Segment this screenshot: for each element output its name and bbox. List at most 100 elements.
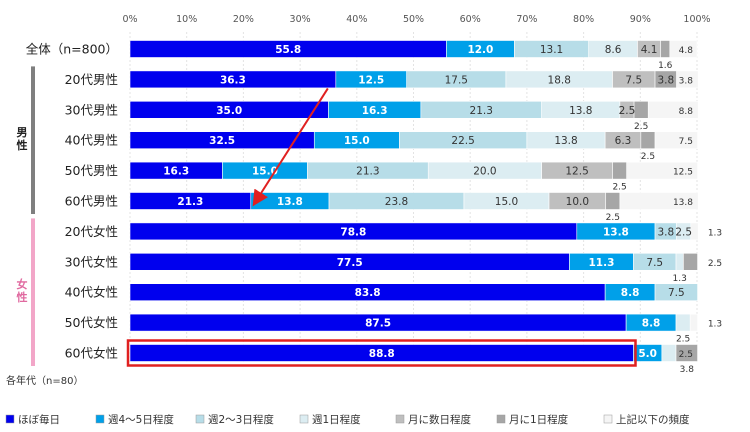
group-bracket: [31, 66, 35, 215]
x-axis-ticks: 0% 10% 20% 30% 40% 50% 60% 70% 80% 90% 100%: [122, 14, 710, 25]
x-tick-label: 50%: [403, 14, 424, 25]
value-labels: 55.8 12.0 13.1 8.6 4.11.6 4.8 36.3 12.5 17.5 18.8…: [163, 44, 722, 375]
value-label: 16.3: [163, 166, 189, 178]
bar-segment: [654, 283, 698, 302]
value-label: 18.8: [548, 74, 571, 86]
legend: ほぼ毎日 週4～5日程度 週2～3日程度 週1日程度 月に数日程度 月に1日程度 上記以下の…: [5, 413, 690, 426]
row-label: 60代女性: [65, 346, 118, 361]
value-label: 23.8: [385, 196, 408, 208]
value-label: 78.8: [340, 226, 366, 238]
value-label: 12.5: [673, 168, 693, 178]
value-label: 13.8: [277, 196, 303, 208]
group-label: 男: [17, 126, 28, 139]
group-label: 女: [17, 277, 28, 291]
value-label: 15.0: [495, 196, 518, 208]
value-label: 36.3: [220, 74, 246, 86]
bar-segment: [619, 192, 699, 210]
row-label: 全体（n=800）: [26, 42, 118, 57]
value-label: 2.5: [679, 350, 693, 360]
value-label: 1.6: [658, 61, 673, 71]
value-label: 2.5: [606, 213, 620, 223]
bar-segment: [660, 40, 671, 58]
value-label: 7.5: [679, 137, 693, 147]
row-label: 30代男性: [65, 102, 118, 117]
value-label: 8.8: [621, 287, 640, 299]
bar-segment: [689, 313, 698, 332]
value-label: 32.5: [209, 135, 235, 147]
value-label: 2.5: [708, 259, 722, 269]
value-label: 1.3: [673, 274, 687, 284]
value-label: 12.5: [565, 166, 588, 178]
value-label: 15.0: [344, 135, 370, 147]
legend-label: 上記以下の頻度: [616, 413, 690, 426]
x-tick-label: 30%: [290, 14, 311, 25]
legend-swatch: [496, 414, 506, 424]
bar-segment: [690, 222, 699, 241]
value-label: 12.5: [358, 74, 384, 86]
value-label: 2.5: [619, 105, 636, 117]
value-label: 13.8: [673, 198, 693, 208]
x-tick-label: 100%: [683, 14, 710, 25]
value-label: 4.8: [679, 46, 694, 56]
legend-label: 週2～3日程度: [208, 413, 274, 426]
x-tick-label: 90%: [630, 14, 651, 25]
value-label: 2.5: [612, 183, 626, 193]
bar-segment: [675, 253, 684, 271]
sample-size-note: 各年代（n=80）: [6, 374, 83, 387]
x-tick-label: 60%: [460, 14, 481, 25]
value-label: 2.5: [641, 152, 655, 162]
value-label: 1.3: [708, 320, 722, 330]
legend-swatch: [5, 414, 15, 424]
row-label: 50代男性: [65, 163, 118, 178]
value-label: 13.1: [540, 44, 563, 56]
legend-label: 週4～5日程度: [108, 413, 174, 426]
row-label: 30代女性: [65, 254, 118, 269]
x-tick-label: 40%: [346, 14, 367, 25]
value-label: 2.5: [676, 335, 690, 345]
value-label: 2.5: [675, 226, 692, 238]
bar-segment: [661, 344, 677, 362]
x-tick-label: 0%: [122, 14, 137, 25]
value-label: 21.3: [356, 166, 379, 178]
legend-label: ほぼ毎日: [18, 413, 60, 426]
value-label: 15.0: [252, 166, 278, 178]
value-label: 6.3: [615, 135, 632, 147]
value-label: 8.6: [605, 44, 622, 56]
value-label: 21.3: [177, 196, 203, 208]
bar-segment: [675, 344, 698, 362]
legend-swatch: [299, 414, 309, 424]
value-label: 13.8: [554, 135, 577, 147]
value-label: 11.3: [588, 257, 614, 269]
group-label: 性: [17, 290, 28, 304]
bar-segment: [675, 313, 691, 332]
value-label: 3.8: [657, 226, 674, 238]
value-label: 8.8: [679, 107, 694, 117]
bar-segment: [683, 253, 698, 271]
bar-segment: [605, 192, 621, 210]
group-bracket: [31, 218, 35, 366]
legend-swatch: [95, 414, 105, 424]
bar-segment: [633, 101, 649, 119]
value-label: 88.8: [369, 348, 395, 360]
bar-segment: [654, 131, 698, 149]
value-label: 13.8: [603, 226, 629, 238]
value-label: 13.8: [569, 105, 592, 117]
bar-segment: [676, 70, 699, 89]
bar-segment: [669, 40, 698, 58]
value-label: 7.5: [646, 257, 663, 269]
value-label: 7.5: [625, 74, 642, 86]
legend-label: 月に1日程度: [509, 413, 569, 426]
row-label: 20代男性: [65, 72, 118, 87]
value-label: 20.0: [473, 166, 496, 178]
value-label: 77.5: [337, 257, 363, 269]
value-label: 3.8: [679, 76, 694, 86]
value-label: 3.8: [657, 74, 674, 86]
value-label: 5.0: [638, 348, 657, 360]
bar-segment: [612, 161, 627, 180]
value-label: 2.5: [634, 122, 648, 132]
trend-arrow: [252, 87, 329, 207]
x-tick-label: 20%: [233, 14, 254, 25]
bars: [129, 40, 699, 362]
